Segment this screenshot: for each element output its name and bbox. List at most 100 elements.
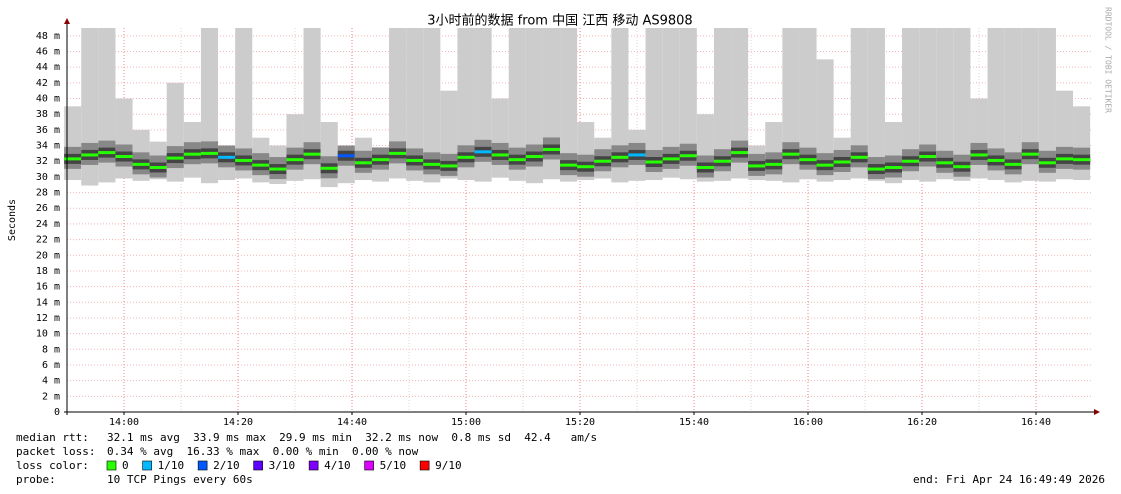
y-tick-label: 12 m: [36, 313, 60, 324]
loss-swatch: [419, 460, 430, 471]
smoke: [560, 28, 578, 182]
median: [919, 155, 937, 159]
smoke: [902, 28, 920, 181]
x-tick-label: 14:20: [223, 417, 253, 428]
x-tick-label: 14:40: [337, 417, 367, 428]
median: [594, 159, 612, 163]
x-tick-label: 16:00: [793, 417, 823, 428]
median: [1038, 161, 1056, 165]
loss-color-entry: 3/10: [269, 459, 296, 472]
median: [970, 153, 988, 157]
y-tick-label: 42 m: [36, 78, 60, 89]
legend: median rtt: 32.1 ms avg 33.9 ms max 29.9 …: [16, 431, 1105, 486]
median: [457, 155, 475, 159]
median: [440, 164, 458, 168]
y-tick-label: 2 m: [42, 391, 60, 402]
median: [166, 156, 184, 160]
smoke: [679, 28, 697, 180]
median: [748, 164, 766, 168]
median: [354, 161, 372, 165]
median: [525, 155, 543, 159]
y-tick-label: 30 m: [36, 172, 60, 183]
smoke: [525, 28, 543, 184]
loss-swatch: [253, 460, 263, 471]
loss-color-entry: 9/10: [435, 459, 462, 472]
smoke: [867, 28, 885, 181]
stats-text: 0.34 % avg 16.33 % max 0.00 % min 0.00 %…: [107, 445, 419, 458]
y-tick-label: 26 m: [36, 203, 60, 214]
median: [64, 157, 82, 161]
smoke: [457, 28, 475, 181]
end-time: end: Fri Apr 24 16:49:49 2026: [913, 473, 1105, 486]
median: [662, 157, 680, 161]
median: [577, 165, 595, 169]
smoke: [816, 59, 834, 182]
median: [132, 162, 150, 166]
median: [696, 165, 714, 169]
median: [645, 160, 663, 164]
median: [389, 151, 407, 155]
y-tick-label: 28 m: [36, 188, 60, 199]
median: [1004, 162, 1022, 166]
y-tick-label: 18 m: [36, 266, 60, 277]
y-axis-label: Seconds: [7, 199, 18, 241]
smoke: [406, 28, 424, 181]
smoke: [970, 98, 988, 179]
median: [286, 158, 304, 162]
median: [884, 165, 903, 169]
median: [303, 152, 321, 156]
median: [218, 155, 236, 159]
loss-color-label: loss color:: [16, 459, 89, 472]
stats-label: median rtt:: [16, 431, 89, 444]
median: [713, 159, 732, 163]
median: [628, 153, 646, 157]
y-tick-label: 10 m: [36, 329, 60, 340]
chart-title: 3小时前的数据 from 中国 江西 移动 AS9808: [427, 13, 692, 29]
loss-color-entry: 5/10: [380, 459, 407, 472]
y-tick-label: 38 m: [36, 109, 60, 120]
loss-swatch: [364, 460, 374, 471]
median: [252, 163, 270, 167]
median: [731, 151, 749, 155]
median: [508, 158, 526, 162]
y-tick-label: 6 m: [42, 360, 60, 371]
median: [269, 167, 287, 171]
smoke: [799, 28, 817, 180]
y-tick-label: 32 m: [36, 156, 60, 167]
median: [320, 166, 338, 170]
median: [902, 159, 920, 163]
median: [1055, 157, 1074, 161]
smoke: [1038, 28, 1056, 182]
y-tick-label: 20 m: [36, 250, 60, 261]
stats-text: 32.1 ms avg 33.9 ms max 29.9 ms min 32.2…: [107, 431, 597, 444]
probe-text: 10 TCP Pings every 60s: [107, 473, 253, 486]
smoke: [508, 28, 526, 181]
plot-area: 0 2 m 4 m 6 m 8 m 10 m 12 m 14 m 16 m 18 m 20 m 22 …: [36, 18, 1100, 428]
y-tick-label: 40 m: [36, 94, 60, 105]
median: [1021, 152, 1039, 156]
median: [611, 155, 629, 159]
y-tick-label: 44 m: [36, 62, 60, 73]
y-tick-label: 46 m: [36, 47, 60, 58]
y-tick-label: 8 m: [42, 344, 60, 355]
y-axis-arrow: [64, 18, 70, 24]
median: [953, 165, 971, 169]
median: [542, 147, 561, 151]
median: [474, 150, 492, 154]
median: [850, 155, 868, 159]
smoke: [389, 28, 407, 179]
median: [149, 165, 167, 169]
median: [183, 152, 201, 156]
median: [782, 152, 800, 156]
smoke: [235, 28, 253, 179]
y-tick-label: 24 m: [36, 219, 60, 230]
loss-color-entry: 0: [122, 459, 129, 472]
median: [491, 153, 509, 157]
smoke: [850, 28, 868, 179]
loss-swatch: [106, 460, 117, 471]
y-tick-label: 34 m: [36, 141, 60, 152]
median: [1073, 158, 1091, 162]
median: [115, 155, 133, 159]
loss-color-entry: 2/10: [213, 459, 240, 472]
median: [200, 151, 219, 155]
